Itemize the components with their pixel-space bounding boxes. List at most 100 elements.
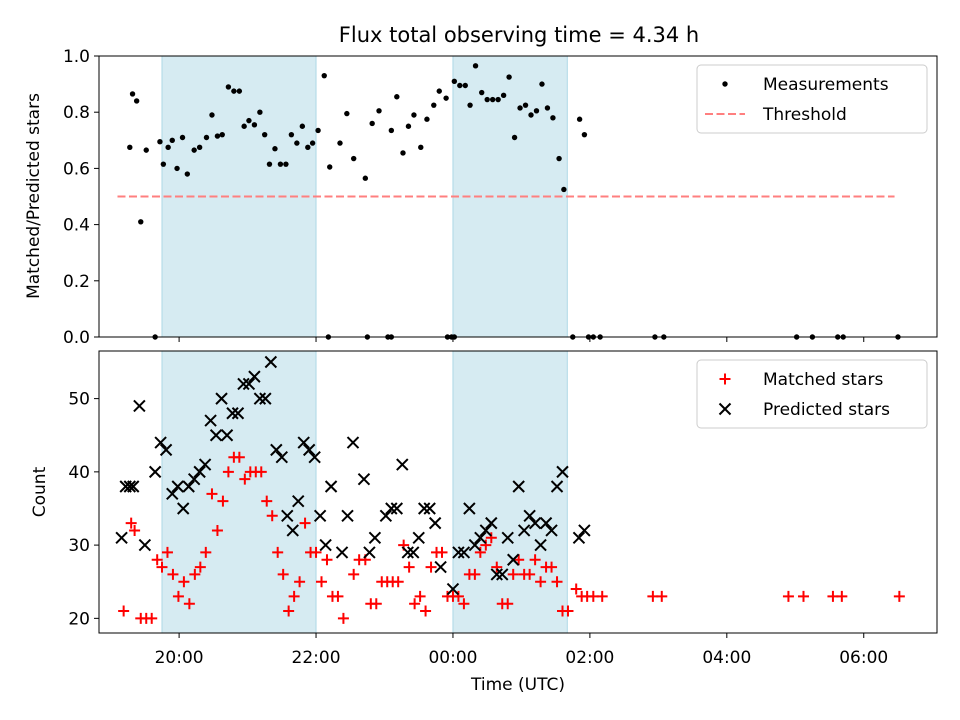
matched-star-point — [491, 561, 503, 573]
x-tick-label: 00:00 — [428, 648, 477, 668]
matched-star-point — [194, 561, 206, 573]
measurement-point — [451, 78, 458, 84]
measurement-point — [418, 144, 424, 151]
predicted-star-point — [523, 509, 536, 523]
predicted-star-point — [209, 429, 223, 442]
measurement-point — [561, 186, 567, 193]
matched-star-point — [458, 598, 470, 610]
measurement-point — [133, 98, 140, 104]
matched-star-point — [167, 568, 179, 580]
predicted-star-point — [357, 472, 371, 486]
predicted-star-point — [428, 516, 442, 530]
matched-star-point — [255, 466, 267, 478]
predicted-star-point — [507, 553, 520, 566]
matched-star-point — [183, 598, 195, 610]
measurement-point — [394, 94, 400, 100]
measurement-point — [424, 116, 430, 122]
measurement-point — [214, 133, 221, 139]
legend-box — [696, 64, 928, 134]
predicted-star-point — [182, 480, 195, 493]
predicted-star-point — [407, 546, 420, 559]
matched-star-point — [129, 524, 141, 536]
matched-star-point — [310, 546, 322, 558]
matched-star-point — [283, 605, 295, 617]
measurement-point — [327, 164, 333, 170]
measurement-point — [462, 82, 468, 89]
predicted-star-point — [286, 524, 299, 537]
predicted-star-point — [281, 509, 294, 523]
matched-star-point — [321, 554, 333, 566]
predicted-star-point — [292, 494, 305, 508]
matched-star-point — [146, 612, 158, 624]
measurement-point — [436, 88, 442, 94]
legend-label: Predicted stars — [763, 400, 890, 420]
measurement-point — [219, 131, 225, 138]
measurement-point — [400, 150, 406, 156]
chart-title: Flux total observing time = 4.34 h — [339, 23, 699, 47]
predicted-star-point — [517, 524, 531, 537]
matched-star-point — [414, 590, 426, 602]
legend-box — [696, 359, 928, 429]
legend-marker-matched — [719, 373, 731, 385]
measurement-point — [191, 147, 197, 153]
matched-star-point — [570, 583, 582, 595]
matched-star-point — [211, 524, 223, 536]
predicted-star-point — [572, 531, 586, 544]
legend-marker-predicted — [718, 402, 732, 416]
measurement-point — [309, 140, 316, 146]
matched-star-point — [507, 568, 519, 580]
measurement-point — [350, 155, 357, 162]
predicted-star-point — [187, 472, 201, 486]
predicted-star-point — [154, 436, 167, 449]
predicted-star-point — [226, 407, 239, 420]
predicted-star-point — [363, 546, 376, 559]
predicted-star-point — [385, 502, 398, 515]
matched-star-point — [551, 576, 563, 588]
predicted-star-point — [401, 546, 414, 559]
predicted-star-point — [115, 531, 128, 544]
measurement-point — [576, 116, 583, 122]
predicted-star-point — [446, 582, 460, 596]
measurement-point — [157, 139, 163, 145]
measurement-point — [506, 74, 512, 80]
predicted-star-point — [501, 531, 514, 544]
matched-star-point — [474, 546, 486, 558]
predicted-star-point — [474, 531, 487, 544]
matched-star-point — [420, 605, 432, 617]
matched-star-point — [125, 517, 137, 529]
top-panel-ratio: 0.0 0.2 0.4 0.6 0.8 1.0 Matched/Predicted star… — [24, 47, 938, 348]
matched-star-point — [277, 568, 289, 580]
measurement-point — [484, 96, 490, 103]
measurement-point — [522, 102, 529, 108]
predicted-star-point — [379, 509, 393, 523]
y-tick-label: 50 — [68, 390, 90, 410]
matched-star-point — [836, 590, 848, 602]
predicted-star-point — [396, 458, 409, 471]
measurement-point — [528, 112, 534, 118]
measurement-point — [388, 127, 395, 134]
predicted-star-point — [220, 429, 234, 442]
matched-star-point — [392, 576, 404, 588]
matched-star-point — [288, 590, 300, 602]
measurement-point — [294, 140, 300, 146]
predicted-star-point — [528, 516, 542, 530]
predicted-star-point — [198, 458, 212, 471]
predicted-star-point — [297, 436, 310, 449]
matched-star-point — [217, 495, 229, 507]
matched-star-point — [502, 598, 514, 610]
predicted-star-point — [434, 560, 447, 574]
measurement-point — [344, 110, 350, 117]
measurement-point — [277, 161, 284, 167]
predicted-star-point — [133, 399, 146, 413]
measurement-point — [321, 72, 327, 79]
matched-star-point — [178, 576, 190, 588]
predicted-star-point — [390, 502, 404, 515]
measurement-point — [241, 123, 247, 129]
measurement-point — [225, 84, 232, 90]
matched-star-point — [546, 561, 558, 573]
matched-star-point — [562, 605, 574, 617]
predicted-star-point — [452, 546, 465, 559]
measurement-point — [556, 155, 562, 162]
measurement-point — [544, 105, 551, 111]
